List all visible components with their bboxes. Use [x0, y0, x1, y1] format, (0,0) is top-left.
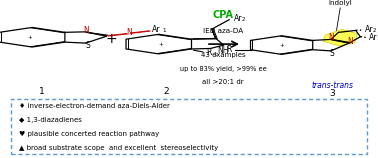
Text: trans-trans: trans-trans — [311, 81, 354, 90]
Polygon shape — [323, 29, 357, 46]
Text: 2: 2 — [373, 28, 376, 33]
Text: ♥ plausible concerted reaction pathway: ♥ plausible concerted reaction pathway — [19, 131, 159, 137]
Text: N: N — [329, 33, 335, 42]
Text: all >20:1 dr: all >20:1 dr — [202, 79, 244, 85]
Text: ♦ inverse-electron-demand aza-Diels-Alder: ♦ inverse-electron-demand aza-Diels-Alde… — [19, 103, 170, 109]
Text: CPA: CPA — [212, 10, 234, 20]
Text: NH: NH — [217, 46, 229, 55]
Text: Ar: Ar — [365, 25, 374, 34]
Text: 3: 3 — [330, 89, 336, 97]
Text: 2: 2 — [242, 17, 245, 22]
Text: up to 83% yield, >99% ee: up to 83% yield, >99% ee — [180, 66, 266, 72]
Text: IED aza-DA: IED aza-DA — [203, 28, 243, 34]
Text: 1: 1 — [213, 52, 217, 57]
Text: R: R — [226, 45, 232, 54]
Text: S: S — [329, 49, 334, 58]
Text: Ar: Ar — [234, 14, 242, 23]
Text: N: N — [83, 26, 88, 35]
Text: ◆ 1,3-diazadienes: ◆ 1,3-diazadienes — [19, 117, 82, 123]
Text: Ar: Ar — [152, 25, 161, 34]
Text: 1: 1 — [376, 36, 378, 41]
Text: indolyl: indolyl — [328, 0, 352, 6]
Text: 1: 1 — [39, 87, 45, 96]
FancyBboxPatch shape — [11, 99, 367, 154]
Text: 43 examples: 43 examples — [201, 52, 245, 58]
Text: N: N — [347, 37, 353, 46]
Text: 1: 1 — [163, 28, 166, 33]
Text: +: + — [106, 32, 117, 46]
Text: +: + — [158, 42, 163, 47]
Text: +: + — [28, 35, 33, 40]
Text: +: + — [279, 43, 284, 48]
Text: R: R — [207, 48, 212, 57]
Text: N: N — [126, 27, 132, 36]
Text: Ar: Ar — [369, 33, 377, 42]
Text: ▲ broad substrate scope  and excellent  stereoselectivity: ▲ broad substrate scope and excellent st… — [19, 145, 218, 151]
Text: 2: 2 — [164, 87, 169, 96]
Text: S: S — [85, 41, 90, 50]
